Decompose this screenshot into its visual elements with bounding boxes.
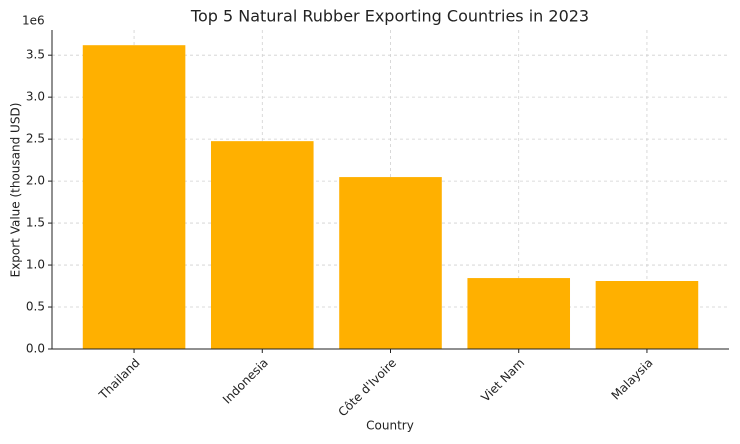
bar (210, 141, 314, 349)
x-tick-label: Côte d'Ivoire (336, 356, 400, 420)
bar (339, 177, 442, 349)
bar (595, 281, 699, 349)
x-tick-label: Thailand (96, 356, 143, 403)
y-tick-label: 0.0 (26, 342, 45, 356)
y-tick-label: 1.0 (26, 258, 45, 272)
x-tick-label: Indonesia (220, 356, 271, 407)
y-tick-label: 0.5 (26, 300, 45, 314)
y-tick-label: 3.0 (26, 90, 45, 104)
y-tick-label: 2.5 (26, 132, 45, 146)
y-tick-label: 2.0 (26, 174, 45, 188)
x-tick-label: Viet Nam (478, 356, 527, 405)
y-tick-label: 1.5 (26, 216, 45, 230)
bar (467, 278, 571, 349)
y-offset-label: 1e6 (22, 14, 45, 28)
y-axis-label: Export Value (thousand USD) (9, 103, 23, 278)
x-axis-label: Country (366, 419, 414, 433)
bar (82, 45, 186, 350)
x-tick-label: Malaysia (609, 356, 656, 403)
chart-title: Top 5 Natural Rubber Exporting Countries… (190, 7, 589, 26)
y-tick-label: 3.5 (26, 48, 45, 62)
